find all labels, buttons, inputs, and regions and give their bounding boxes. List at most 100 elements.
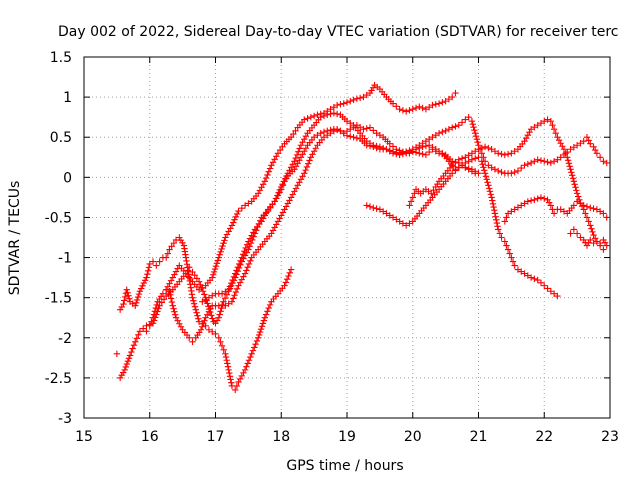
- data-point: [202, 314, 209, 321]
- data-point: [396, 218, 403, 225]
- data-point: [363, 91, 370, 99]
- data-point: [396, 150, 403, 157]
- data-point: [603, 242, 610, 249]
- data-point: [472, 155, 479, 162]
- plot-frame: [83, 56, 611, 419]
- data-point: [243, 267, 250, 274]
- data-point: [301, 170, 308, 177]
- data-point: [218, 342, 226, 349]
- data-point: [133, 335, 141, 342]
- data-point: [537, 157, 545, 164]
- data-point: [218, 245, 225, 253]
- data-point: [283, 172, 290, 180]
- data-point: [239, 251, 247, 258]
- data-point: [230, 295, 237, 302]
- data-point: [235, 207, 242, 215]
- data-point: [402, 108, 410, 115]
- data-point: [143, 274, 150, 281]
- data-point: [482, 173, 490, 180]
- data-point: [483, 176, 490, 183]
- data-point: [199, 298, 206, 305]
- data-point: [245, 260, 253, 268]
- data-point: [493, 216, 500, 224]
- data-point: [152, 304, 159, 312]
- data-point: [195, 286, 203, 293]
- data-point: [257, 325, 265, 333]
- data-point: [570, 144, 578, 151]
- data-point: [327, 130, 334, 137]
- data-point: [168, 298, 176, 306]
- data-point: [422, 138, 430, 145]
- data-point: [491, 210, 499, 217]
- data-point: [501, 238, 508, 245]
- data-point: [393, 216, 400, 223]
- data-point: [231, 216, 238, 223]
- data-point: [432, 146, 439, 153]
- data-point: [583, 242, 591, 249]
- data-point: [468, 117, 476, 125]
- data-point: [125, 292, 132, 299]
- data-point: [386, 212, 393, 219]
- data-point: [287, 134, 295, 141]
- data-point: [524, 132, 532, 139]
- data-point: [468, 150, 476, 157]
- data-point: [167, 291, 174, 299]
- data-point: [452, 89, 459, 97]
- data-point: [557, 154, 564, 161]
- data-point: [465, 166, 472, 173]
- series-track-1: [116, 126, 482, 382]
- data-point: [273, 153, 280, 160]
- data-point: [471, 127, 478, 134]
- series-track-2: [116, 234, 295, 394]
- data-point: [124, 289, 131, 296]
- data-point: [524, 198, 532, 205]
- data-point: [575, 193, 582, 200]
- data-point: [241, 366, 249, 374]
- data-point: [186, 334, 193, 341]
- series-isolated-points: [113, 328, 150, 358]
- x-tick-label: 18: [272, 429, 290, 445]
- data-point: [468, 168, 476, 175]
- data-point: [485, 144, 492, 152]
- data-point: [383, 210, 390, 217]
- data-point: [475, 146, 482, 153]
- data-point: [496, 230, 504, 237]
- data-point: [247, 353, 254, 361]
- data-point: [210, 268, 218, 276]
- data-point: [228, 379, 235, 386]
- x-tick-label: 15: [75, 429, 93, 445]
- data-point: [176, 320, 183, 327]
- data-point: [162, 254, 170, 261]
- x-tick-label: 17: [207, 429, 225, 445]
- data-point: [242, 244, 249, 252]
- data-point: [484, 179, 491, 186]
- data-point: [225, 286, 232, 293]
- data-point: [573, 190, 581, 197]
- data-point: [449, 124, 456, 131]
- data-point: [274, 218, 282, 225]
- data-point: [222, 353, 230, 361]
- data-point: [123, 360, 131, 368]
- data-point: [167, 295, 175, 302]
- data-point: [503, 214, 510, 221]
- data-point: [169, 302, 176, 309]
- data-point: [222, 234, 229, 241]
- data-point: [287, 266, 295, 273]
- data-point: [166, 280, 173, 287]
- data-point: [116, 306, 124, 313]
- data-point: [222, 302, 229, 309]
- data-point: [158, 299, 166, 306]
- data-point: [373, 205, 380, 212]
- data-point: [259, 320, 267, 327]
- data-point: [425, 103, 433, 111]
- data-point: [201, 291, 208, 298]
- data-point: [537, 119, 545, 127]
- data-point: [139, 325, 147, 332]
- data-point: [396, 105, 403, 113]
- data-point: [550, 158, 558, 165]
- data-point: [136, 288, 144, 295]
- data-point: [452, 167, 459, 174]
- data-point: [478, 144, 485, 152]
- data-point: [228, 298, 236, 305]
- data-point: [487, 191, 495, 198]
